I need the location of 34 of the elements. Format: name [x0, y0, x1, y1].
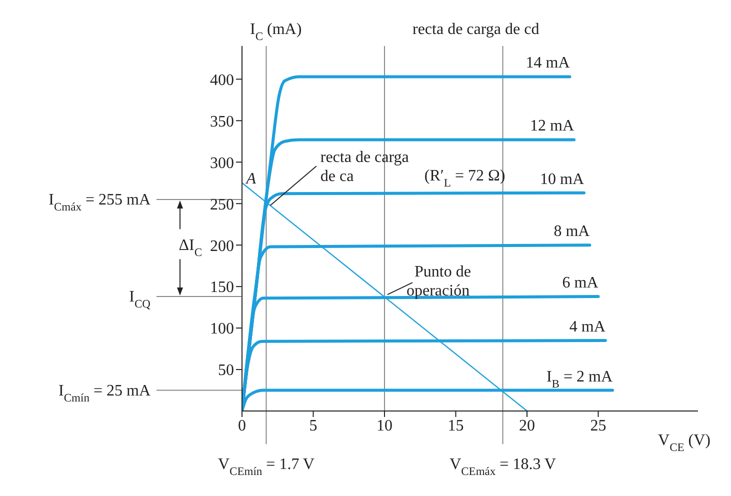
- series-label: 4 mA: [569, 318, 606, 336]
- x-tick-label: 25: [590, 417, 606, 434]
- series-label: 12 mA: [530, 118, 574, 135]
- ref-line-label: recta de carga de cd: [412, 21, 540, 38]
- annotation: Punto de operación: [406, 264, 471, 300]
- ref-line-label: I$_{CQ}$: [129, 288, 152, 311]
- annotation: recta de carga de ca: [320, 149, 409, 186]
- series-label: 8 mA: [554, 223, 590, 240]
- y-tick-label: 200: [210, 238, 234, 255]
- x-tick-label: 10: [376, 417, 392, 434]
- x-axis-title: V$_{CE}$ (V): [658, 432, 710, 454]
- x-tick-label: 15: [448, 417, 464, 434]
- series-label: 14 mA: [526, 54, 570, 72]
- y-tick-label: 100: [210, 320, 234, 338]
- ref-line-label: V$_{CEmáx}$ = 18.3 V: [450, 456, 556, 478]
- text: ΔI$_{C}$: [178, 237, 202, 260]
- ref-line-label: V$_{CEmín}$ = 1.7 V: [218, 456, 315, 478]
- x-tick-label: 20: [519, 417, 535, 434]
- series-label: I$_{B}$ = 2 mA: [546, 368, 613, 390]
- y-tick-label: 400: [210, 72, 234, 89]
- series-label: 10 mA: [540, 170, 584, 188]
- x-tick-label: 0: [238, 417, 246, 434]
- y-tick-label: 150: [210, 279, 234, 296]
- series-label: 6 mA: [562, 274, 599, 292]
- annotation: A: [245, 170, 256, 188]
- y-tick-label: 50: [218, 362, 234, 380]
- y-tick-label: 250: [210, 196, 234, 214]
- ref-line-label: I$_{Cmín}$ = 25 mA: [58, 382, 151, 404]
- ref-line-label: I$_{Cmáx}$ = 255 mA: [48, 191, 151, 214]
- y-axis-title: I$_{C}$ (mA): [250, 21, 302, 43]
- y-tick-label: 350: [210, 113, 234, 130]
- x-tick-label: 5: [309, 417, 318, 434]
- annotation: (R′$_{L}$ = 72 Ω): [424, 167, 506, 190]
- y-tick-label: 300: [210, 154, 234, 172]
